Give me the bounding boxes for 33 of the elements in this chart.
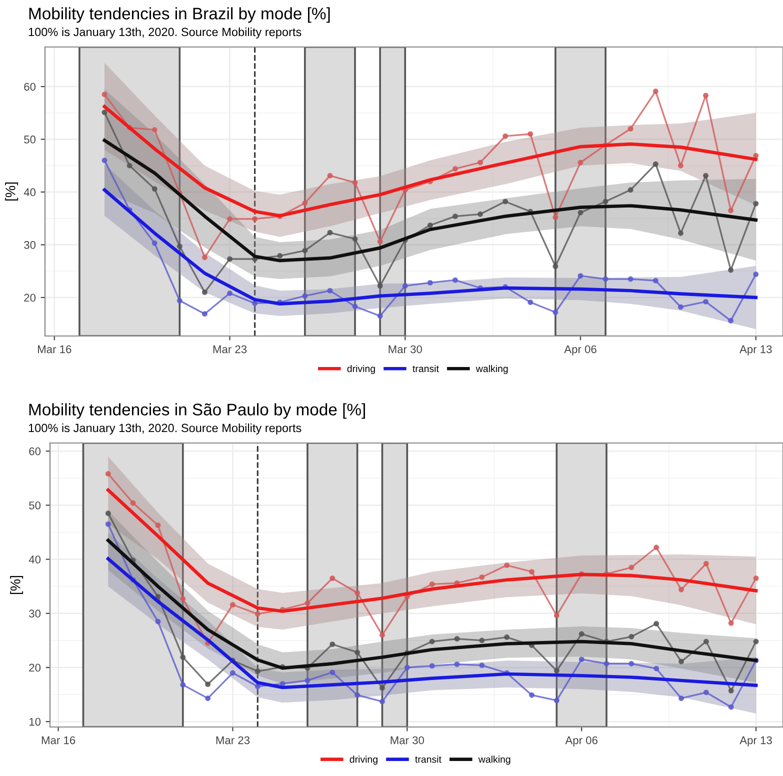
x-tick-label: Mar 16 (38, 345, 72, 354)
y-tick-label: 30 (29, 610, 41, 618)
legend-label: transit (415, 756, 442, 763)
legend-label: walking (478, 756, 510, 765)
y-tick-label: 20 (29, 664, 41, 672)
legend-label: driving (350, 756, 378, 765)
x-tick-label: Apr 06 (564, 345, 596, 356)
y-tick-label: 20 (24, 294, 36, 302)
legend-label: transit (412, 364, 439, 372)
y-tick-label: 60 (24, 82, 36, 91)
chart-subtitle: 100% is January 13th, 2020. Source Mobility reports (28, 28, 302, 39)
y-tick-label: 40 (28, 556, 41, 564)
x-tick-label: Mar 30 (390, 736, 424, 744)
legend-label: driving (347, 364, 375, 374)
y-axis-title: [%] (5, 182, 18, 201)
chart-title: Mobility tendencies in Brazil by mode [%] (29, 7, 330, 23)
y-tick-label: 30 (24, 241, 36, 249)
x-tick-label: Mar 23 (213, 345, 247, 354)
x-tick-label: Mar 16 (42, 736, 76, 744)
y-tick-label: 40 (24, 188, 36, 196)
y-axis-title: [%] (10, 576, 24, 594)
y-tick-label: 50 (29, 501, 41, 510)
chart-subtitle: 100% is January 13th, 2020. Source Mobility reports (28, 423, 302, 435)
y-tick-label: 50 (24, 136, 36, 144)
y-tick-label: 60 (29, 447, 41, 456)
x-tick-label: Mar 30 (388, 345, 422, 354)
x-tick-label: Mar 23 (216, 736, 250, 744)
chart-title: Mobility tendencies in São Paulo by mode [%] (29, 403, 365, 419)
x-tick-label: Apr 13 (740, 736, 772, 746)
y-tick-label: 10 (29, 718, 41, 726)
x-tick-label: Apr 13 (740, 345, 772, 356)
legend-label: walking (476, 364, 508, 374)
x-tick-label: Apr 06 (565, 736, 598, 746)
